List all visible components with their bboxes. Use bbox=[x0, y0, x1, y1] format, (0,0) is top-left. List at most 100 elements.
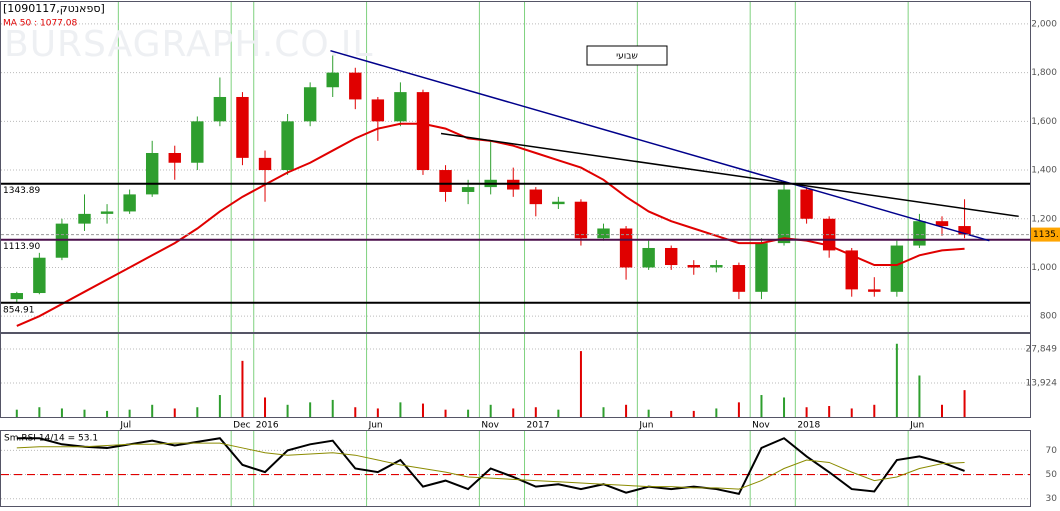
candle-body bbox=[100, 211, 114, 214]
period-box bbox=[586, 45, 668, 66]
x-tick-label: Jul bbox=[119, 421, 131, 431]
volume-bar bbox=[625, 404, 628, 417]
y-tick-label: 1,800 bbox=[1031, 68, 1057, 78]
candle-body bbox=[552, 201, 565, 205]
level-label: 1113.90 bbox=[3, 242, 40, 252]
rsi-line bbox=[16, 442, 965, 490]
volume-bar bbox=[918, 375, 921, 417]
volume-bar bbox=[895, 343, 898, 417]
y-tick-label: 70 bbox=[1046, 446, 1058, 456]
rsi-line bbox=[16, 437, 965, 496]
y-tick-label: 1,600 bbox=[1031, 117, 1057, 127]
y-tick-label: 13,924 bbox=[1026, 379, 1058, 389]
volume-bar bbox=[128, 409, 131, 417]
candle-body bbox=[371, 99, 385, 122]
candle-body bbox=[439, 170, 452, 192]
y-tick-label: 1,200 bbox=[1031, 214, 1057, 224]
candle-body bbox=[574, 201, 588, 239]
candle-body bbox=[10, 293, 24, 300]
volume-bar bbox=[512, 408, 515, 417]
volume-bar bbox=[579, 351, 582, 417]
volume-bar bbox=[196, 407, 199, 417]
candle-body bbox=[822, 218, 836, 251]
candle-body bbox=[958, 226, 971, 235]
volume-bar bbox=[940, 404, 943, 417]
candle-body bbox=[687, 265, 700, 268]
volume-bar bbox=[444, 409, 447, 417]
candle-body bbox=[642, 247, 655, 268]
volume-bar bbox=[399, 402, 402, 417]
candle-body bbox=[303, 87, 317, 122]
volume-bar bbox=[60, 408, 63, 417]
volume-bar bbox=[850, 408, 853, 417]
volume-bar bbox=[557, 409, 560, 417]
candle-body bbox=[845, 250, 858, 290]
candle-body bbox=[619, 228, 633, 268]
candle-body bbox=[461, 187, 475, 192]
volume-bar bbox=[602, 407, 605, 417]
volume-bar bbox=[737, 402, 740, 417]
volume-bar bbox=[873, 404, 876, 417]
volume-bar bbox=[15, 409, 18, 417]
candle-body bbox=[935, 221, 949, 227]
x-tick-label: 2017 bbox=[527, 421, 550, 431]
candle-body bbox=[416, 92, 430, 171]
chart-title: [1090117,ספאנטק] bbox=[3, 2, 105, 15]
candle-body bbox=[33, 257, 46, 294]
y-tick-label: 30 bbox=[1046, 494, 1058, 504]
volume-bar bbox=[106, 410, 109, 417]
ma-label: MA 50 : 1077.08 bbox=[3, 19, 77, 29]
volume-bar bbox=[489, 404, 492, 417]
candle-body bbox=[236, 96, 249, 158]
grid-layer bbox=[1, 2, 1030, 506]
last-price-box bbox=[1031, 227, 1060, 242]
volume-bar bbox=[376, 408, 379, 417]
volume-pane bbox=[0, 333, 1031, 418]
candle-body bbox=[258, 157, 272, 171]
y-tick-label: 800 bbox=[1040, 312, 1057, 322]
candle-body bbox=[597, 228, 610, 239]
candle-body bbox=[213, 96, 227, 122]
volume-bar bbox=[286, 404, 289, 417]
volume-bar bbox=[218, 395, 221, 417]
volume-bar bbox=[421, 403, 424, 417]
candle-body bbox=[123, 194, 136, 212]
x-tick-label: 2016 bbox=[256, 421, 279, 431]
y-tick-label: 50 bbox=[1046, 470, 1058, 480]
period-label: שבועי bbox=[616, 52, 638, 62]
volume-bar bbox=[783, 397, 786, 417]
candle-body bbox=[191, 121, 204, 163]
volume-bar bbox=[264, 397, 267, 417]
volume-bar bbox=[670, 410, 673, 417]
candle-body bbox=[529, 189, 543, 205]
candle-body bbox=[800, 189, 813, 219]
volume-bar bbox=[241, 360, 244, 417]
candle-body bbox=[281, 121, 294, 171]
x-tick-label: Jun bbox=[638, 421, 653, 431]
x-tick-label: Dec bbox=[233, 421, 250, 431]
volume-bar bbox=[647, 409, 650, 417]
candle-body bbox=[890, 245, 904, 292]
level-label: 1343.89 bbox=[3, 186, 40, 196]
rsi-pane bbox=[0, 430, 1031, 507]
volume-bar bbox=[83, 409, 86, 417]
volume-bar bbox=[309, 402, 312, 417]
volume-bar bbox=[534, 407, 537, 417]
volume-bar bbox=[173, 408, 176, 417]
x-tick-label: Nov bbox=[752, 421, 770, 431]
x-tick-label: Nov bbox=[481, 421, 499, 431]
rsi-title: Sm.RSI 14/14 = 53.1 bbox=[4, 434, 98, 444]
candle-body bbox=[78, 213, 91, 224]
volume-bar bbox=[715, 408, 718, 417]
candle-body bbox=[168, 152, 181, 163]
candle-body bbox=[394, 92, 407, 122]
x-tick-label: Jun bbox=[368, 421, 383, 431]
candle-body bbox=[664, 247, 678, 266]
volume-bar bbox=[151, 404, 154, 417]
candle-body bbox=[710, 265, 723, 268]
candle-body bbox=[326, 72, 339, 88]
volume-bar bbox=[467, 409, 470, 417]
y-tick-label: 1,000 bbox=[1031, 263, 1057, 273]
